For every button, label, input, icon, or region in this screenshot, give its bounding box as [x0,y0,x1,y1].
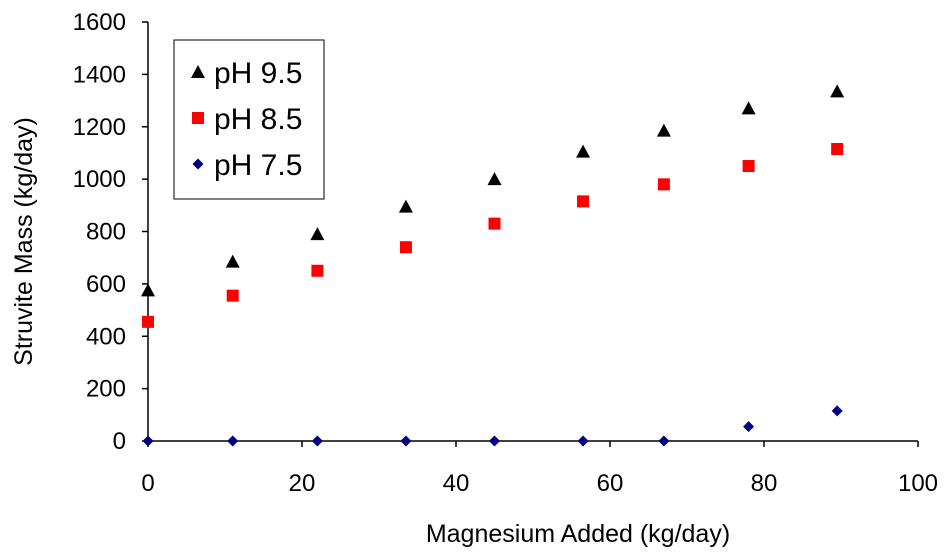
data-points [141,84,845,447]
data-point-ph-8-5 [142,315,154,328]
data-point-ph-9-5 [830,84,845,98]
data-point-ph-8-5 [831,143,844,156]
legend: pH 9.5 pH 8.5 pH 7.5 [173,39,325,200]
data-point-ph-7-5 [743,421,755,433]
y-axis-title: Struvite Mass (kg/day) [10,117,38,366]
y-tick-label: 600 [86,271,126,298]
data-point-ph-9-5 [398,199,413,213]
data-point-ph-7-5 [658,435,670,447]
legend-marker-ph-9-5 [191,65,205,78]
x-tick-label: 0 [141,470,154,497]
data-point-ph-7-5 [489,435,500,447]
legend-label-ph-8-5: pH 8.5 [214,103,302,136]
data-point-ph-7-5 [142,435,154,447]
data-point-ph-9-5 [141,283,155,297]
y-tick-label: 1200 [73,114,126,141]
data-point-ph-9-5 [741,101,756,115]
data-point-ph-8-5 [399,241,412,254]
data-point-ph-7-5 [311,435,323,447]
data-point-ph-7-5 [577,435,589,447]
y-tick-label: 0 [113,428,126,455]
data-point-ph-9-5 [225,254,240,268]
data-point-ph-7-5 [227,435,239,447]
x-tick-label: 40 [443,470,470,497]
tick-labels: 0 200 400 600 800 1000 1200 1400 1600 0 20 40 60 80 10… [73,9,938,497]
y-tick-label: 200 [86,376,126,403]
legend-marker-ph-7-5 [192,158,204,170]
data-point-ph-8-5 [311,264,324,277]
data-point-ph-9-5 [656,123,671,137]
data-point-ph-9-5 [310,227,325,241]
data-point-ph-7-5 [831,405,843,417]
data-point-ph-9-5 [576,144,591,158]
x-tick-label: 20 [289,470,316,497]
data-point-ph-8-5 [488,217,501,230]
data-point-ph-8-5 [742,160,755,173]
data-point-ph-8-5 [577,195,590,208]
y-tick-label: 1400 [73,61,126,88]
y-tick-label: 400 [86,323,126,350]
data-point-ph-7-5 [400,435,412,447]
data-point-ph-8-5 [657,178,670,191]
y-tick-label: 800 [86,219,126,246]
legend-marker-ph-8-5 [192,112,204,124]
x-tick-label: 100 [898,470,938,497]
x-tick-label: 80 [751,470,778,497]
y-tick-label: 1000 [73,166,126,193]
y-tick-label: 1600 [73,9,126,36]
legend-label-ph-7-5: pH 7.5 [214,149,302,182]
data-point-ph-9-5 [487,172,502,186]
data-point-ph-8-5 [226,289,239,302]
x-axis-title: Magnesium Added (kg/day) [426,520,730,548]
x-tick-label: 60 [597,470,624,497]
legend-label-ph-9-5: pH 9.5 [214,57,302,90]
